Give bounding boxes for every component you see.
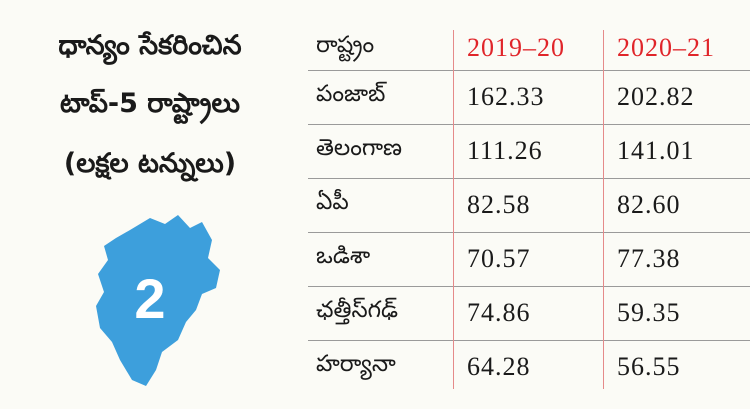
value-cell: 64.28 [467, 352, 531, 381]
state-cell: తెలంగాణ [316, 135, 403, 161]
value-cell: 59.35 [617, 298, 681, 327]
state-cell: ఒడిశా [316, 243, 371, 269]
title-line: టాప్-5 రాష్ట్రాలు [60, 88, 240, 119]
badge-label: 2 [134, 267, 165, 330]
state-cell: ఏపీ [316, 189, 349, 215]
column-header: 2020–21 [617, 32, 715, 62]
value-cell: 162.33 [467, 82, 545, 111]
value-cell: 82.58 [467, 190, 531, 219]
column-divider [453, 30, 454, 389]
value-cell: 56.55 [617, 352, 681, 381]
value-cell: 70.57 [467, 244, 531, 273]
row-divider [308, 232, 750, 233]
row-divider [308, 70, 750, 71]
row-divider [308, 178, 750, 179]
title-line: (లక్షల టన్నులు) [63, 148, 237, 179]
value-cell: 111.26 [467, 136, 543, 165]
row-divider [308, 340, 750, 341]
title-line: ధాన్యం సేకరించిన [58, 30, 242, 61]
state-cell: ఛత్తీస్‌గఢ్ [316, 297, 399, 323]
value-cell: 202.82 [617, 82, 695, 111]
state-cell: హర్యానా [316, 351, 396, 377]
state-cell: పంజాబ్ [316, 81, 386, 107]
row-divider [308, 286, 750, 287]
value-cell: 77.38 [617, 244, 681, 273]
value-cell: 82.60 [617, 190, 681, 219]
column-header: రాష్ట్రం [316, 31, 375, 58]
value-cell: 141.01 [617, 136, 695, 165]
column-divider [603, 30, 604, 389]
column-header: 2019–20 [467, 32, 565, 62]
row-divider [308, 124, 750, 125]
state-map: 2 [96, 215, 220, 386]
value-cell: 74.86 [467, 298, 531, 327]
map-shape [96, 215, 220, 386]
